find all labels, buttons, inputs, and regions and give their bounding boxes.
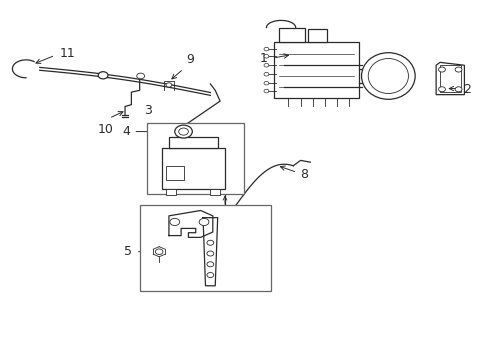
Circle shape <box>438 87 445 92</box>
Bar <box>307 30 327 42</box>
Bar <box>140 205 271 291</box>
Circle shape <box>454 87 461 92</box>
Circle shape <box>169 219 179 226</box>
Text: 3: 3 <box>144 104 152 117</box>
Circle shape <box>199 219 208 226</box>
Circle shape <box>155 249 163 255</box>
Circle shape <box>438 67 445 72</box>
Polygon shape <box>168 211 212 237</box>
Circle shape <box>137 73 144 79</box>
Circle shape <box>454 67 461 72</box>
Polygon shape <box>435 62 464 95</box>
Ellipse shape <box>361 53 414 99</box>
Circle shape <box>264 89 268 93</box>
Text: 8: 8 <box>300 168 307 181</box>
Circle shape <box>174 125 192 138</box>
Bar <box>161 148 224 189</box>
Circle shape <box>206 273 213 278</box>
Text: 5: 5 <box>124 245 132 258</box>
Polygon shape <box>168 137 217 148</box>
Text: 1: 1 <box>260 52 267 65</box>
Circle shape <box>98 72 108 79</box>
Bar <box>166 189 176 195</box>
Bar <box>165 166 183 180</box>
Text: 11: 11 <box>59 47 75 60</box>
Polygon shape <box>203 218 217 286</box>
Text: 6: 6 <box>155 273 163 285</box>
Text: 2: 2 <box>462 83 470 96</box>
Text: 9: 9 <box>185 53 193 66</box>
Bar <box>273 42 358 98</box>
Circle shape <box>264 63 268 67</box>
Bar <box>210 189 220 195</box>
Circle shape <box>165 83 171 87</box>
Bar <box>278 28 305 42</box>
Circle shape <box>206 262 213 267</box>
Circle shape <box>206 251 213 256</box>
Bar <box>147 123 244 194</box>
Text: 4: 4 <box>122 125 130 138</box>
Circle shape <box>264 81 268 85</box>
Circle shape <box>264 47 268 51</box>
Text: 7: 7 <box>235 223 243 236</box>
Circle shape <box>206 240 213 245</box>
Text: 10: 10 <box>98 123 113 136</box>
Bar <box>439 65 460 92</box>
Circle shape <box>264 72 268 76</box>
Circle shape <box>264 54 268 58</box>
